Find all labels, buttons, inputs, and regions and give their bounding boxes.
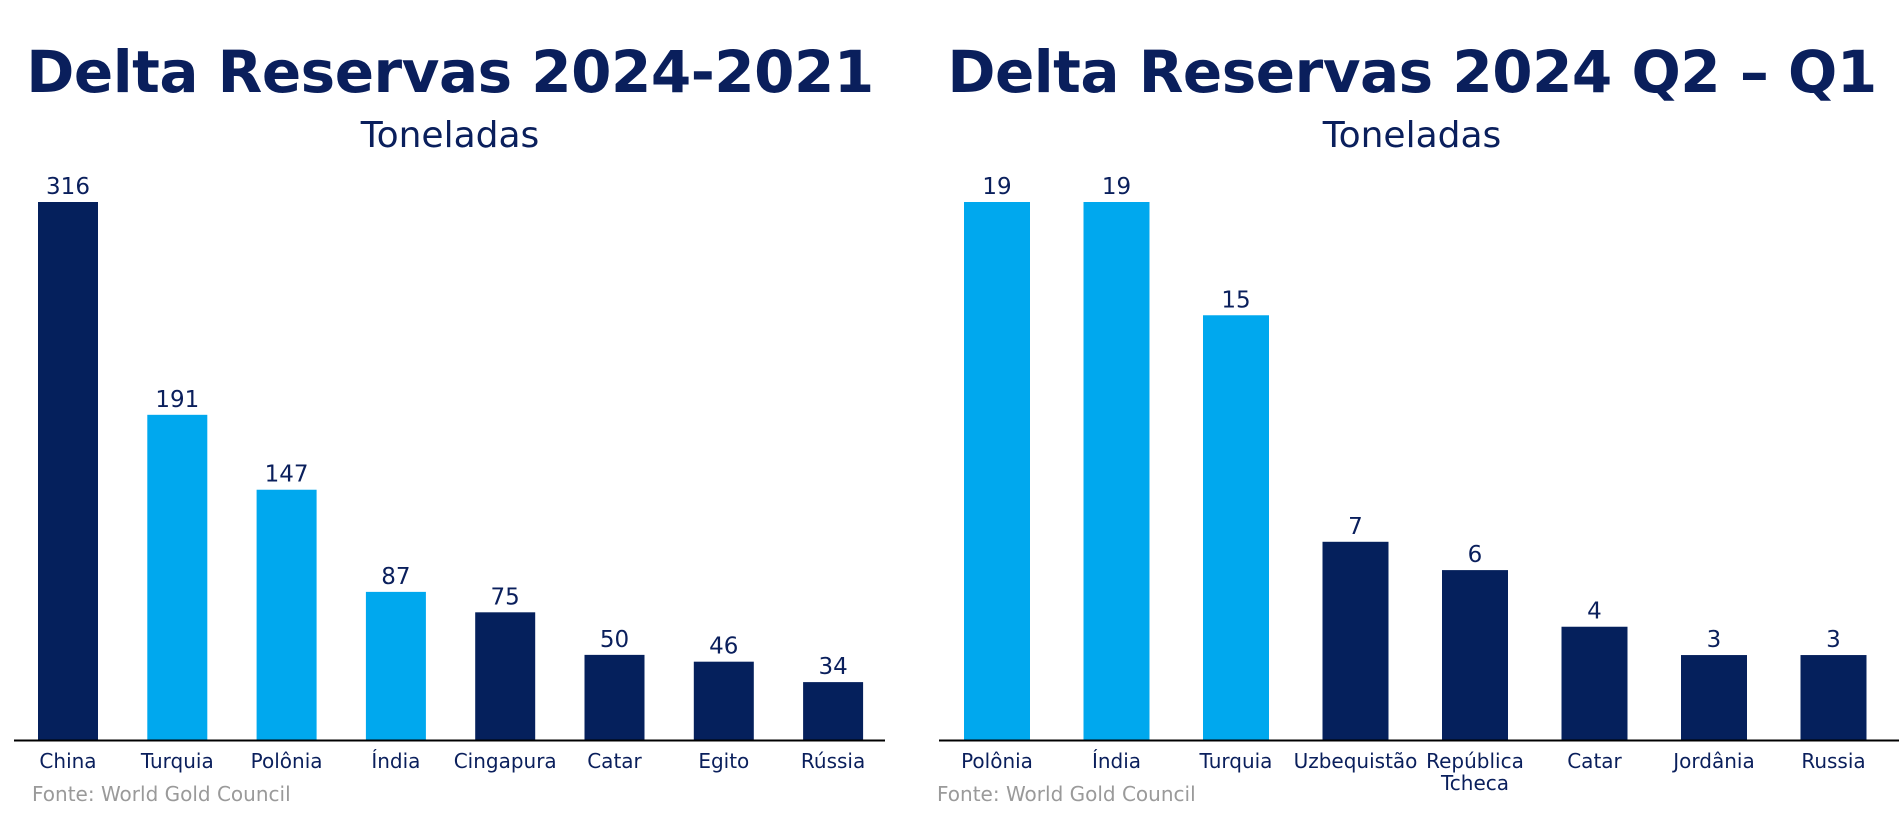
data-label: 50 xyxy=(600,627,629,653)
category-label: Índia xyxy=(1092,749,1141,773)
source-note: Fonte: World Gold Council xyxy=(32,782,291,806)
chart-panel-left: Delta Reservas 2024-2021 Toneladas 316 Ch… xyxy=(0,0,900,823)
category-label: Egito xyxy=(698,749,749,773)
chart-title: Delta Reservas 2024 Q2 – Q1 xyxy=(947,38,1877,106)
category-label: Jordânia xyxy=(1671,749,1754,773)
category-label: Índia xyxy=(371,749,420,773)
bar-uzbequistão xyxy=(1322,541,1389,740)
category-label: Russia xyxy=(1801,749,1865,773)
data-label: 34 xyxy=(818,654,847,680)
data-label: 19 xyxy=(982,174,1011,200)
chart-title: Delta Reservas 2024-2021 xyxy=(26,38,874,106)
category-label: Polônia xyxy=(251,749,323,773)
data-label: 6 xyxy=(1468,542,1483,568)
data-label: 3 xyxy=(1826,627,1841,653)
bar-polônia xyxy=(964,202,1030,740)
bar-república-tcheca xyxy=(1442,570,1508,740)
bar-rússia xyxy=(803,682,864,740)
bar-jordânia xyxy=(1681,655,1747,740)
category-label: Catar xyxy=(587,749,642,773)
data-label: 87 xyxy=(381,564,410,590)
data-label: 75 xyxy=(491,584,520,610)
data-label: 147 xyxy=(265,462,309,488)
bar-índia xyxy=(1083,202,1150,740)
category-label: República Tcheca xyxy=(1426,749,1524,795)
data-label: 316 xyxy=(46,174,90,200)
category-label: Catar xyxy=(1567,749,1622,773)
bar-cingapura xyxy=(475,612,536,740)
category-label: Rússia xyxy=(801,749,865,773)
category-label: Uzbequistão xyxy=(1294,749,1418,773)
chart-subtitle: Toneladas xyxy=(1322,115,1502,156)
bar-turquia xyxy=(1203,315,1269,740)
bar-russia xyxy=(1800,655,1867,740)
bar-chart-left: 316 China 191 Turquia 147 Polônia 87 Índia 75 Cin… xyxy=(14,174,885,773)
chart-panel-right: Delta Reservas 2024 Q2 – Q1 Toneladas 19… xyxy=(925,0,1899,823)
category-label: Turquia xyxy=(1199,749,1273,773)
chart-subtitle: Toneladas xyxy=(360,115,540,156)
source-note: Fonte: World Gold Council xyxy=(937,782,1196,806)
bar-catar xyxy=(584,654,645,740)
category-label: Turquia xyxy=(140,749,214,773)
bar-chart-right: 19 Polônia 19 Índia 15 Turquia 7 Uzbequistão 6 Re… xyxy=(939,174,1899,795)
data-label: 19 xyxy=(1102,174,1131,200)
category-label: Polônia xyxy=(961,749,1033,773)
data-label: 191 xyxy=(155,387,199,413)
bar-catar xyxy=(1561,626,1628,740)
bar-turquia xyxy=(147,414,208,740)
data-label: 3 xyxy=(1707,627,1722,653)
data-label: 15 xyxy=(1221,287,1250,313)
bar-polônia xyxy=(256,489,317,740)
data-label: 4 xyxy=(1587,599,1602,625)
category-label: China xyxy=(39,749,96,773)
bar-egito xyxy=(693,661,754,740)
data-label: 7 xyxy=(1348,514,1363,540)
data-label: 46 xyxy=(709,634,738,660)
bar-china xyxy=(38,202,98,740)
bar-índia xyxy=(365,591,426,740)
category-label: Cingapura xyxy=(454,749,557,773)
